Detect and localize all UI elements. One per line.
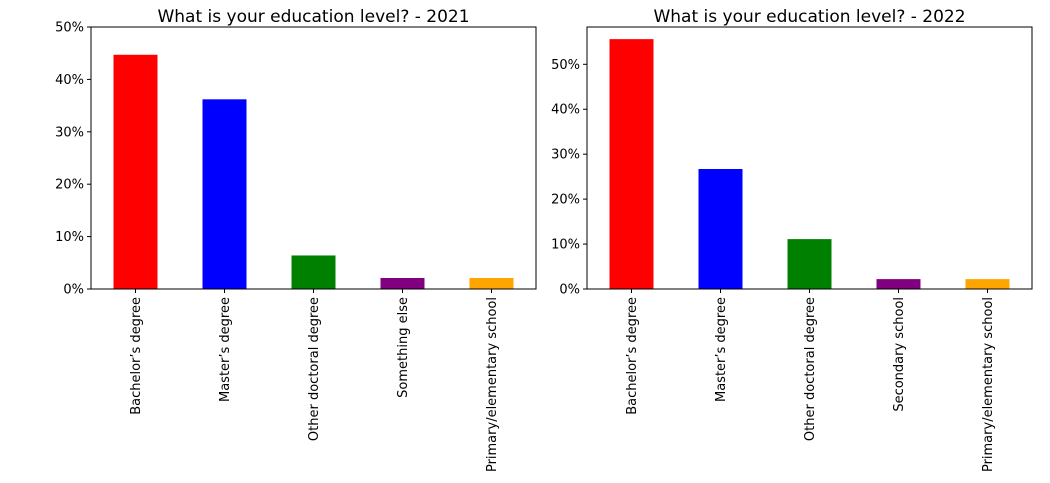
x-tick-label: Master’s degree	[218, 297, 233, 402]
plot-frame	[586, 26, 1033, 290]
y-tick-label: 30%	[551, 148, 580, 163]
x-tick-label: Secondary school	[892, 297, 907, 412]
y-tick-label: 20%	[551, 193, 580, 208]
chart-title: What is your education level? - 2021	[157, 7, 469, 27]
x-tick-label: Something else	[396, 297, 411, 398]
bar-3	[291, 255, 336, 289]
y-tick-label: 10%	[551, 238, 580, 253]
y-tick-label: 40%	[551, 103, 580, 118]
bar-1	[609, 39, 654, 289]
chart-title: What is your education level? - 2022	[653, 7, 965, 27]
bar-5	[469, 277, 514, 289]
bar-3	[787, 239, 832, 289]
bar-4	[876, 279, 921, 289]
x-tick-label: Master’s degree	[714, 297, 729, 402]
x-tick-label: Bachelor’s degree	[625, 297, 640, 415]
y-tick-label: 50%	[55, 21, 84, 36]
y-tick-label: 0%	[559, 283, 580, 298]
y-tick-label: 0%	[63, 283, 84, 298]
y-tick-label: 50%	[551, 58, 580, 73]
y-tick-label: 30%	[55, 125, 84, 140]
bar-5	[965, 279, 1010, 289]
x-tick-label: Other doctoral degree	[307, 297, 322, 441]
plot-frame	[90, 26, 537, 290]
y-tick-label: 40%	[55, 73, 84, 88]
bar-2	[698, 169, 743, 289]
y-tick-label: 20%	[55, 178, 84, 193]
chart-panel-2022: What is your education level? - 2022 0% 1…	[551, 7, 1033, 472]
x-tick-label: Bachelor’s degree	[129, 297, 144, 415]
x-tick-label: Primary/elementary school	[485, 297, 500, 472]
x-tick-label: Other doctoral degree	[803, 297, 818, 441]
bar-2	[202, 99, 247, 289]
chart-panel-2021: What is your education level? - 2021 0% 1…	[55, 7, 537, 472]
bar-1	[113, 54, 158, 289]
y-tick-label: 10%	[55, 230, 84, 245]
bar-4	[380, 277, 425, 289]
x-tick-label: Primary/elementary school	[981, 297, 996, 472]
